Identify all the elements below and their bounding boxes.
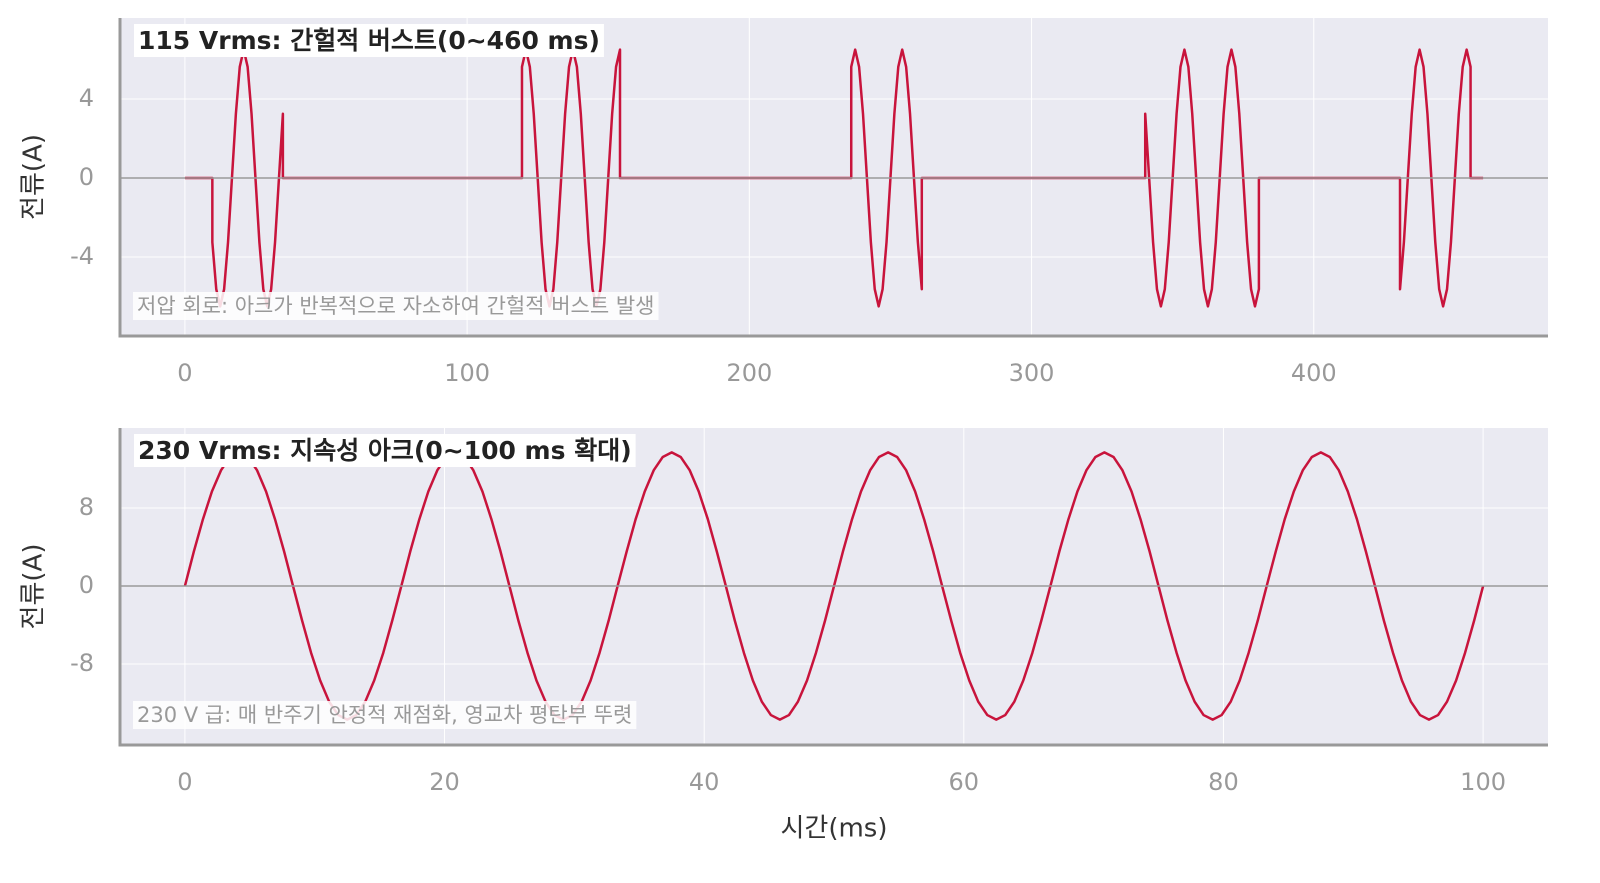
x-axis-label: 시간(ms) [780,814,887,844]
x-tick-label: 20 [429,768,460,796]
x-tick-label: 0 [177,359,192,387]
x-tick-label: 200 [726,359,772,387]
chart-title-box [134,24,604,57]
data-line [184,48,1484,308]
y-tick-label: 4 [79,84,94,112]
x-tick-label: 300 [1009,359,1055,387]
chart-title: 230 Vrms: 지속성 아크(0~100 ms 확대) [138,436,632,465]
annotation: 230 V 급: 매 반주기 안정적 재점화, 영교차 평탄부 뚜렷 [137,703,632,727]
y-tick-label: -4 [70,242,94,270]
x-tick-label: 60 [949,768,980,796]
y-tick-label: 8 [79,493,94,521]
y-tick-label: -8 [70,649,94,677]
annotation-group: 저압 회로: 아크가 반복적으로 자소하여 간헐적 버스트 발생 [133,292,659,320]
chart-title-group: 230 Vrms: 지속성 아크(0~100 ms 확대) [134,434,636,467]
x-tick-label: 100 [1460,768,1506,796]
x-tick-label: 0 [177,768,192,796]
annotation-box [133,292,659,320]
chart-title: 115 Vrms: 간헐적 버스트(0~460 ms) [138,26,600,55]
x-tick-label: 40 [689,768,720,796]
annotation-group: 230 V 급: 매 반주기 안정적 재점화, 영교차 평탄부 뚜렷 [133,701,637,729]
y-axis-label: 전류(A) [19,134,49,220]
y-tick-label: 0 [79,163,94,191]
y-axis-label: 전류(A) [19,544,49,630]
x-tick-label: 100 [444,359,490,387]
chart-title-group: 115 Vrms: 간헐적 버스트(0~460 ms) [134,24,604,57]
y-tick-label: 0 [79,571,94,599]
annotation-box [133,701,637,729]
x-tick-label: 400 [1291,359,1337,387]
chart-title-box [134,434,636,467]
x-tick-label: 80 [1208,768,1239,796]
annotation: 저압 회로: 아크가 반복적으로 자소하여 간헐적 버스트 발생 [137,294,654,318]
